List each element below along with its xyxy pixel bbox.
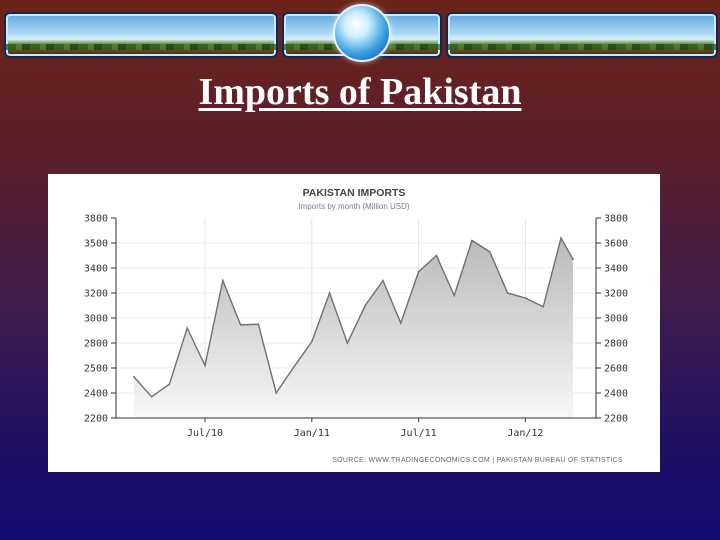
data-point <box>400 322 402 324</box>
data-point <box>364 304 367 307</box>
y-tick-label-left: 2500 <box>84 364 108 375</box>
data-point <box>417 270 420 273</box>
y-tick-label-right: 3200 <box>604 289 628 300</box>
data-point <box>275 392 277 394</box>
chart-subtitle: Imports by month (Million USD) <box>298 202 409 211</box>
y-tick-label-left: 3800 <box>84 214 108 225</box>
y-tick-label-left: 3400 <box>84 264 108 275</box>
y-tick-label-left: 2200 <box>84 414 108 425</box>
data-point <box>222 279 224 282</box>
y-tick-label-right: 2800 <box>604 339 628 350</box>
data-point <box>311 340 313 343</box>
x-tick-label: Jan/12 <box>507 428 543 439</box>
data-point <box>435 254 438 257</box>
data-point <box>186 327 188 329</box>
y-tick-label-left: 2800 <box>84 339 108 350</box>
y-tick-label-right: 3600 <box>604 239 628 250</box>
data-point <box>257 323 260 326</box>
y-tick-label-left: 3500 <box>84 239 108 250</box>
data-point <box>542 305 544 308</box>
y-tick-label-left: 3200 <box>84 289 108 300</box>
y-tick-label-left: 2400 <box>84 389 108 400</box>
data-point <box>453 294 456 297</box>
imports-chart: PAKISTAN IMPORTS Imports by month (Milli… <box>84 187 628 464</box>
data-point <box>560 237 562 239</box>
chart-panel: PAKISTAN IMPORTS Imports by month (Milli… <box>48 174 660 472</box>
x-tick-label: Jan/11 <box>294 428 330 439</box>
y-tick-label-right: 2400 <box>604 389 628 400</box>
header-banner-right <box>446 12 718 58</box>
data-point <box>471 239 473 242</box>
series-line <box>133 236 574 398</box>
data-point <box>506 292 509 294</box>
y-tick-label-right: 2200 <box>604 414 628 425</box>
y-tick-label-right: 3800 <box>604 214 628 225</box>
series-layer <box>133 236 574 418</box>
axes: 3800 3800 3500 3600 3400 3400 3200 3200 3000 3000… <box>84 214 628 440</box>
slide-title: Imports of Pakistan <box>198 71 522 113</box>
y-tick-label-right: 3000 <box>604 314 628 325</box>
data-point <box>524 297 527 299</box>
y-tick-label-right: 3400 <box>604 264 628 275</box>
y-tick-label-left: 3000 <box>84 314 108 325</box>
data-point <box>239 324 242 326</box>
data-point <box>204 364 206 367</box>
data-point <box>168 383 171 386</box>
data-point <box>150 395 153 398</box>
data-point <box>572 258 574 261</box>
series-area <box>133 238 574 418</box>
globe-icon <box>333 4 391 62</box>
data-point <box>293 365 295 368</box>
data-point <box>489 250 491 253</box>
data-point <box>133 375 135 378</box>
chart-source: SOURCE: WWW.TRADINGECONOMICS.COM | PAKIS… <box>332 457 623 464</box>
data-point <box>346 342 349 344</box>
data-point <box>328 292 331 294</box>
x-tick-label: Jul/11 <box>401 428 437 439</box>
x-tick-label: Jul/10 <box>187 428 223 439</box>
header-banner-left <box>4 12 278 58</box>
chart-title: PAKISTAN IMPORTS <box>303 187 406 199</box>
data-point <box>382 279 384 282</box>
y-tick-label-right: 2600 <box>604 364 628 375</box>
